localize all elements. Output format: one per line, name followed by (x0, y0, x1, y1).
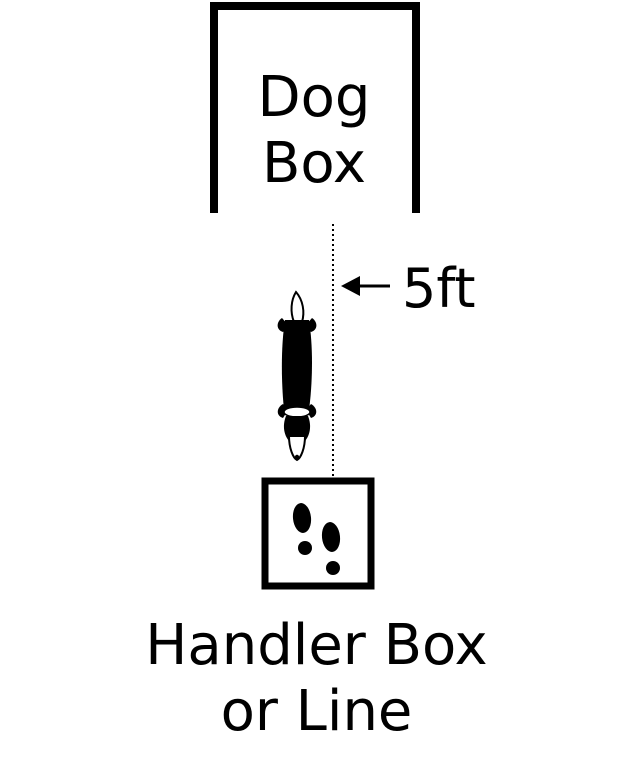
handler-box-label-line2: or Line (100, 684, 533, 740)
arrow-left-icon (341, 276, 390, 296)
dog-top-view-icon (278, 292, 317, 460)
dog-box-label-line1: Dog (214, 70, 414, 126)
handler-box-outline (265, 481, 371, 586)
distance-label: 5ft (402, 262, 476, 316)
dog-box-label-line2: Box (214, 136, 414, 192)
footprints-icon (291, 502, 341, 575)
handler-box-label-line1: Handler Box (100, 618, 533, 674)
